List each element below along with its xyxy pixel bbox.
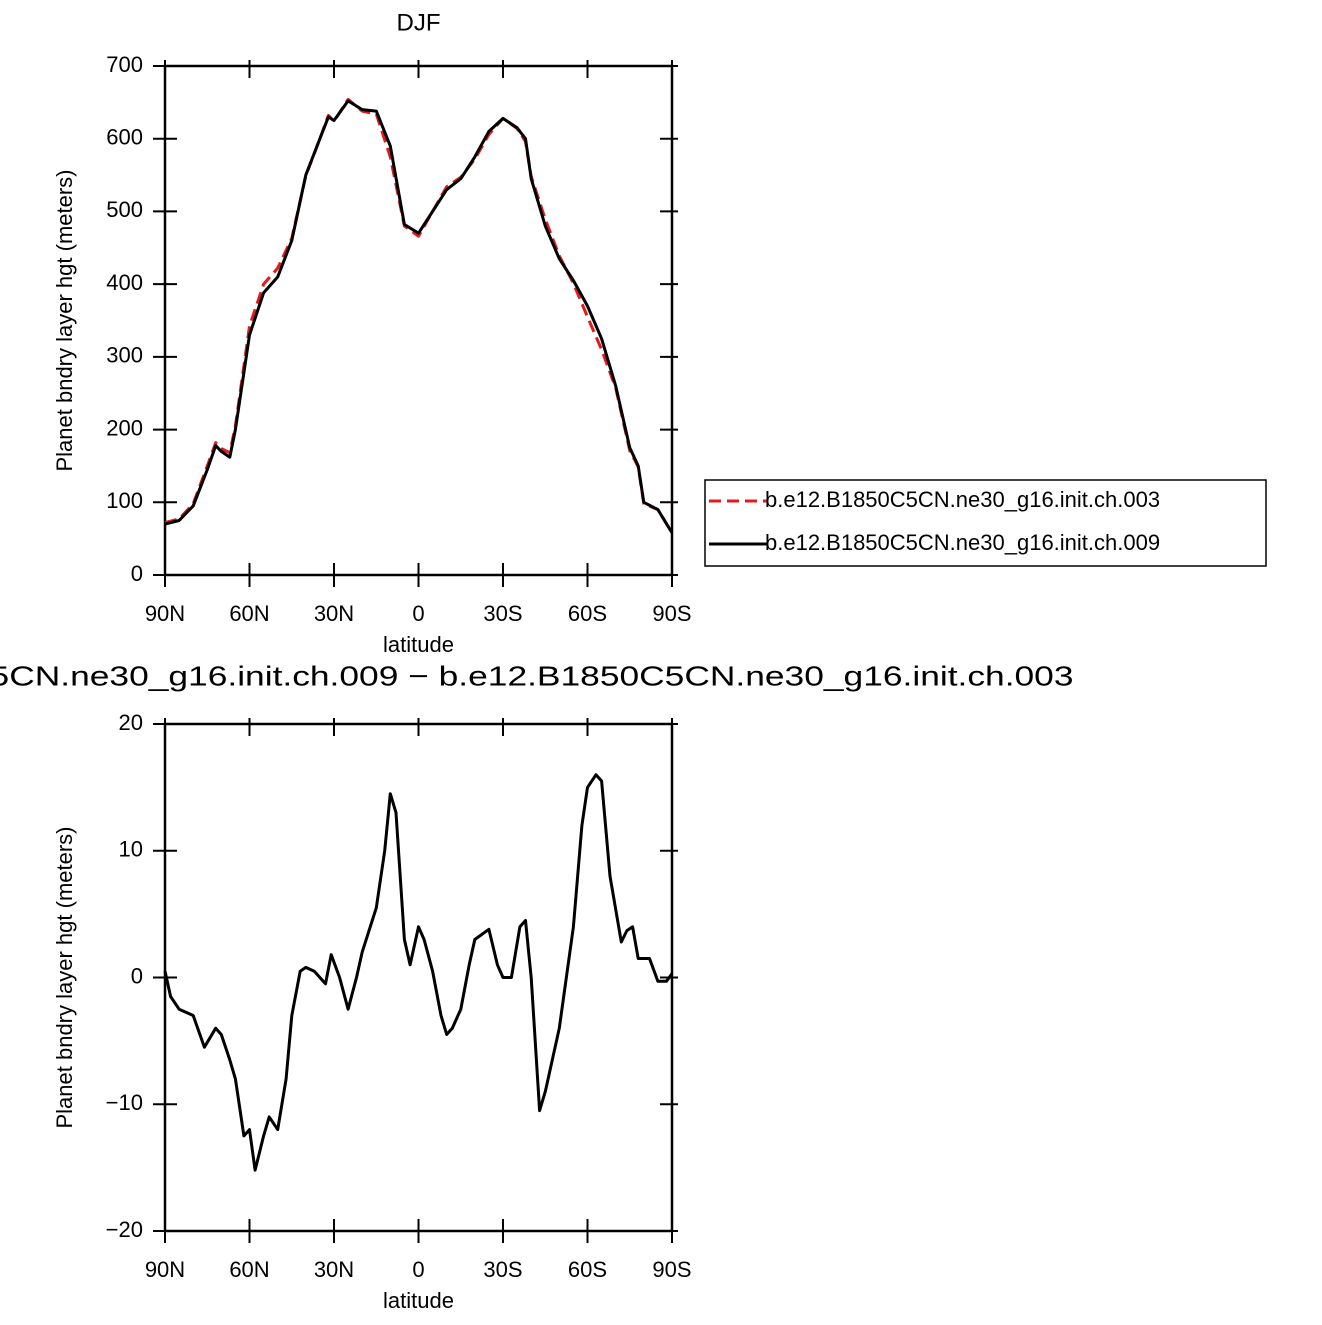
y-tick-label: 500: [106, 197, 143, 222]
x-tick-label: 90N: [145, 1257, 185, 1282]
x-tick-label: 90S: [652, 601, 691, 626]
x-tick-label: 30S: [483, 1257, 522, 1282]
y-tick-label: 20: [119, 710, 143, 735]
x-tick-label: 60N: [229, 1257, 269, 1282]
plot-frame: [163, 64, 674, 577]
y-tick-label: 10: [119, 837, 143, 862]
x-tick-label: 60S: [568, 601, 607, 626]
legend-box: [704, 479, 1267, 567]
y-tick-label: −10: [106, 1090, 143, 1115]
y-tick-label: 0: [131, 561, 143, 586]
x-tick-label: 30N: [314, 601, 354, 626]
y-axis-label: Planet bndry layer hgt (meters): [52, 169, 77, 471]
y-tick-label: 0: [131, 963, 143, 988]
y-tick-label: 100: [106, 488, 143, 513]
x-tick-label: 30N: [314, 1257, 354, 1282]
x-tick-label: 0: [412, 1257, 424, 1282]
y-tick-label: −20: [106, 1217, 143, 1242]
plot-frame: [163, 722, 674, 1233]
y-tick-label: 300: [106, 343, 143, 368]
y-tick-label: 700: [106, 52, 143, 77]
chart-title: DJF: [397, 9, 441, 36]
y-axis-label: Planet bndry layer hgt (meters): [52, 826, 77, 1128]
x-tick-label: 90S: [652, 1257, 691, 1282]
x-tick-label: 30S: [483, 601, 522, 626]
x-axis-label: latitude: [383, 1288, 454, 1313]
y-tick-label: 200: [106, 415, 143, 440]
chart-title: b.e12.B1850C5CN.ne30_g16.init.ch.009 − b…: [0, 660, 1074, 691]
x-tick-label: 60S: [568, 1257, 607, 1282]
x-tick-label: 60N: [229, 601, 269, 626]
x-tick-label: 90N: [145, 601, 185, 626]
legend-label: b.e12.B1850C5CN.ne30_g16.init.ch.009: [765, 530, 1160, 555]
data-line: [163, 773, 674, 1172]
data-line: [164, 99, 674, 534]
x-tick-label: 0: [412, 601, 424, 626]
x-axis-label: latitude: [383, 632, 454, 657]
y-tick-label: 600: [106, 125, 143, 150]
data-line: [164, 97, 674, 534]
legend-label: b.e12.B1850C5CN.ne30_g16.init.ch.003: [765, 487, 1160, 512]
y-tick-label: 400: [106, 270, 143, 295]
